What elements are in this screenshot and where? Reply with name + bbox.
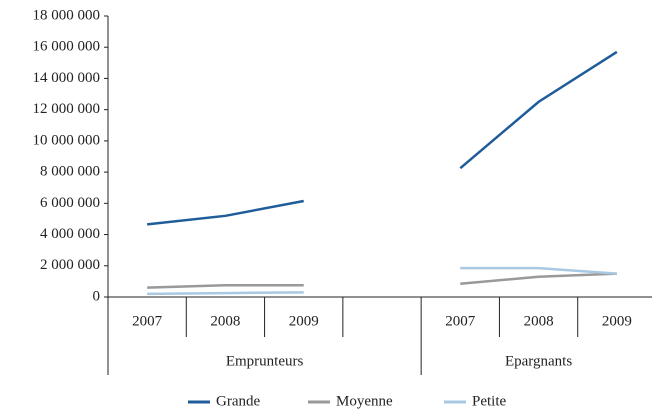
x-group-label: Emprunteurs <box>226 353 304 369</box>
y-tick-label: 16 000 000 <box>33 39 101 55</box>
x-tick-label: 2009 <box>289 313 319 329</box>
y-tick-label: 0 <box>93 288 101 304</box>
x-group-label: Epargnants <box>505 353 572 369</box>
y-tick-label: 4 000 000 <box>40 226 100 242</box>
x-tick-label: 2008 <box>524 313 554 329</box>
y-tick-label: 18 000 000 <box>33 7 101 23</box>
y-tick-label: 12 000 000 <box>33 101 101 117</box>
series-line <box>147 50 618 226</box>
x-tick-label: 2008 <box>210 313 240 329</box>
x-tick-label: 2009 <box>602 313 632 329</box>
legend-label: Petite <box>472 393 507 409</box>
legend-label: Grande <box>216 393 260 409</box>
x-tick-label: 2007 <box>132 313 163 329</box>
y-tick-label: 2 000 000 <box>40 257 100 273</box>
x-tick-label: 2007 <box>445 313 476 329</box>
series-line <box>147 272 617 289</box>
y-tick-label: 14 000 000 <box>33 70 101 86</box>
y-tick-label: 8 000 000 <box>40 164 100 180</box>
series-line <box>147 266 617 296</box>
legend-label: Moyenne <box>336 393 393 409</box>
y-tick-label: 10 000 000 <box>33 132 101 148</box>
y-tick-label: 6 000 000 <box>40 195 100 211</box>
